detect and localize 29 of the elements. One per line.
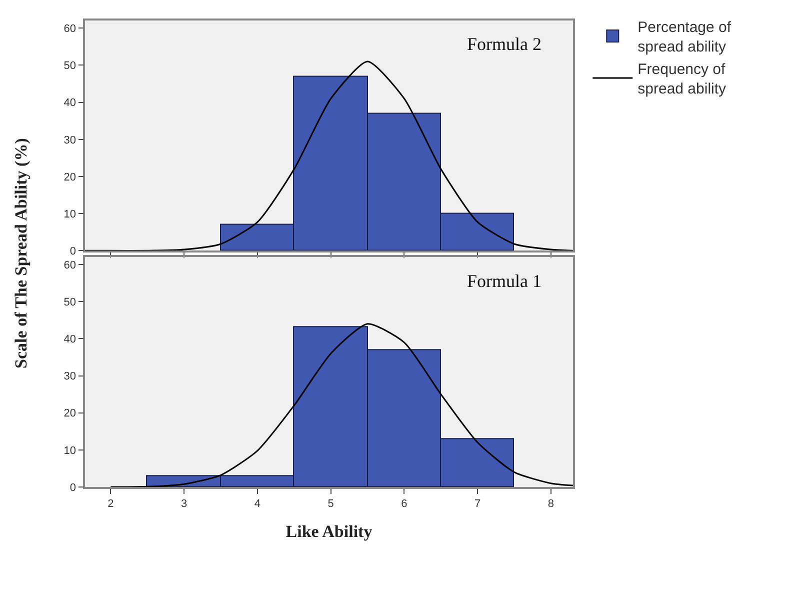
line-series (85, 60, 573, 251)
y-tick-label: 20 (64, 171, 76, 184)
legend-label: Frequency of spread ability (638, 61, 727, 98)
x-tick-label: 4 (254, 498, 261, 510)
x-tick-label: 3 (181, 498, 188, 510)
text: Formula 2 (467, 34, 542, 54)
x-tick-label: 7 (474, 498, 481, 510)
x-axis-title: Like Ability (286, 522, 373, 541)
y-tick-label: 20 (64, 408, 76, 420)
y-tick-label: 10 (64, 208, 76, 220)
x-tick-label: 2 (108, 498, 114, 510)
y-tick-label: 30 (64, 370, 76, 383)
y-tick-label: 50 (64, 296, 76, 308)
text: Formula 1 (467, 271, 542, 291)
y-tick-label: 0 (70, 246, 76, 258)
y-tick-label: 40 (64, 334, 76, 346)
y-tick-label: 50 (64, 60, 76, 72)
x-tick-label: 6 (401, 498, 408, 510)
y-axis-title: Scale of The Spread Ability (%) (12, 138, 31, 368)
y-tick-label: 40 (64, 97, 76, 110)
x-tick-label: 5 (328, 498, 334, 510)
y-tick-label: 10 (64, 444, 76, 457)
y-tick-label: 60 (64, 22, 76, 35)
legend-label: Percentage of spread ability (638, 19, 732, 56)
y-tick-label: 30 (64, 134, 76, 146)
y-tick-label: 0 (70, 482, 76, 494)
y-tick-label: 60 (64, 259, 76, 272)
x-tick-label: 8 (548, 498, 554, 510)
line-series (110, 323, 573, 488)
